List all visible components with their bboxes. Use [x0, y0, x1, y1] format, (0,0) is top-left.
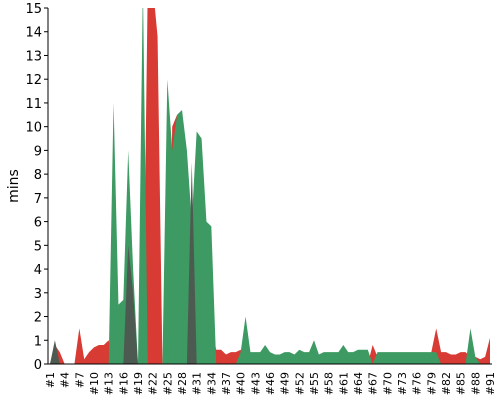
x-tick-label: #10	[88, 372, 101, 395]
x-tick-label: #34	[205, 372, 218, 395]
y-tick-label: 9	[34, 144, 42, 159]
y-tick-label: 7	[34, 192, 42, 207]
x-tick-label: #37	[220, 372, 233, 395]
y-tick-label: 6	[34, 216, 42, 231]
x-tick-label: #85	[455, 372, 468, 395]
y-tick-label: 14	[25, 26, 42, 41]
y-tick-label: 1	[34, 334, 42, 349]
x-tick-label: #28	[176, 372, 189, 395]
x-tick-label: #40	[235, 372, 248, 395]
x-tick-label: #46	[264, 372, 277, 395]
x-tick-label: #76	[411, 372, 424, 395]
plot-area	[50, 8, 490, 364]
y-tick-label: 2	[34, 311, 42, 326]
y-tick-label: 4	[34, 263, 42, 278]
x-tick-label: #79	[425, 372, 438, 395]
x-tick-label: #58	[323, 372, 336, 395]
x-tick-label: #88	[469, 372, 482, 395]
x-tick-label: #61	[337, 372, 350, 395]
x-tick-label: #91	[484, 372, 497, 395]
x-tick-label: #1	[44, 372, 57, 388]
x-tick-label: #19	[132, 372, 145, 395]
x-tick-label: #43	[249, 372, 262, 395]
area	[50, 8, 490, 364]
x-tick-label: #64	[352, 372, 365, 395]
y-tick-label: 10	[25, 121, 42, 136]
x-tick-label: #82	[440, 372, 453, 395]
x-tick-label: #7	[73, 372, 86, 388]
y-tick-label: 0	[34, 358, 42, 373]
y-axis-label: mins	[6, 169, 22, 203]
x-tick-label: #25	[161, 372, 174, 395]
y-tick-label: 11	[25, 97, 42, 112]
x-tick-label: #73	[396, 372, 409, 395]
x-tick-label: #22	[147, 372, 160, 395]
x-tick-label: #70	[381, 372, 394, 395]
y-tick-label: 15	[25, 2, 42, 17]
y-tick-label: 3	[34, 287, 42, 302]
y-tick-label: 13	[25, 49, 42, 64]
x-tick-label: #55	[308, 372, 321, 395]
x-tick-label: #16	[117, 372, 130, 395]
x-tick-label: #49	[279, 372, 292, 395]
y-tick-label: 5	[34, 239, 42, 254]
x-tick-label: #13	[103, 372, 116, 395]
x-tick-label: #4	[59, 372, 72, 388]
x-tick-label: #52	[293, 372, 306, 395]
y-tick-label: 8	[34, 168, 42, 183]
y-tick-label: 12	[25, 73, 42, 88]
x-tick-label: #67	[367, 372, 380, 395]
x-tick-label: #31	[191, 372, 204, 395]
area	[50, 8, 490, 364]
